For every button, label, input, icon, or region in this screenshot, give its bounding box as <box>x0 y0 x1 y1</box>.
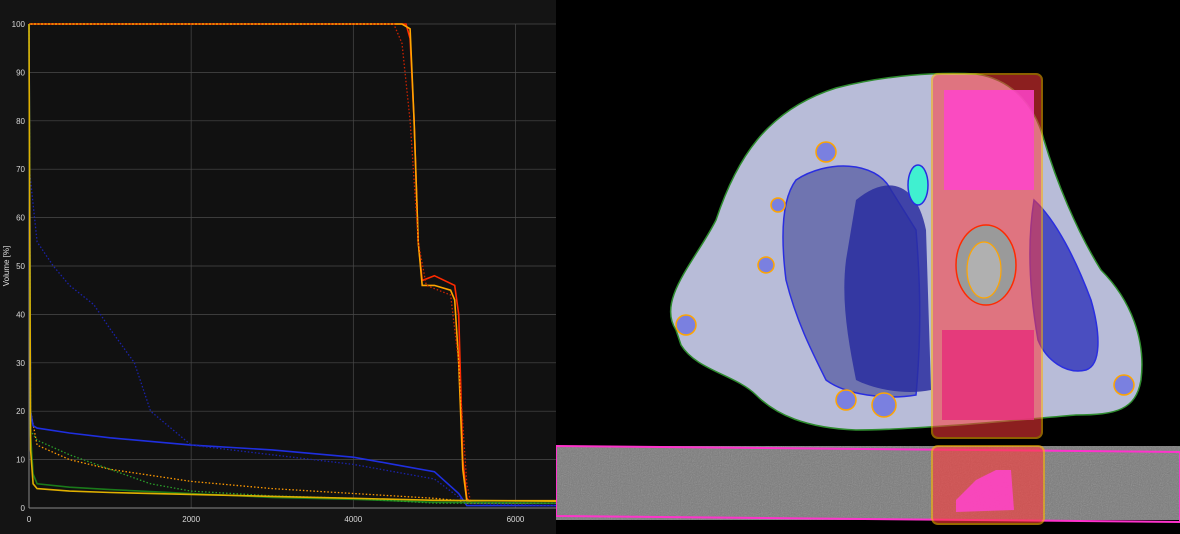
chart-grid <box>28 23 556 509</box>
x-tick-label: 0 <box>27 515 32 524</box>
ct-axial-slice <box>556 72 1180 525</box>
y-tick-label: 10 <box>16 456 25 465</box>
x-tick-label: 2000 <box>182 515 200 524</box>
vessel-5 <box>871 392 897 418</box>
y-tick-label: 30 <box>16 359 25 368</box>
y-tick-label: 90 <box>16 68 25 77</box>
y-tick-label: 20 <box>16 407 25 416</box>
dvh-curve-8 <box>28 23 556 504</box>
vessel-7 <box>1113 374 1135 396</box>
vessel-3 <box>757 256 775 274</box>
y-tick-label: 40 <box>16 310 25 319</box>
lung-dark-region <box>844 185 931 392</box>
y-axis-label: Volume [%] <box>2 246 11 286</box>
dvh-curve-5 <box>28 23 556 507</box>
chart-series <box>28 23 556 507</box>
y-tick-label: 60 <box>16 214 25 223</box>
x-tick-label: 4000 <box>344 515 362 524</box>
vertebra-body <box>944 90 1034 190</box>
dvh-curve-4 <box>28 23 556 504</box>
dvh-curve-9 <box>28 23 556 502</box>
y-tick-label: 100 <box>12 20 26 29</box>
dvh-curve-6 <box>28 23 556 507</box>
dvh-curve-2 <box>29 23 556 502</box>
vessel-1 <box>675 314 697 336</box>
couch-texture <box>556 446 1180 520</box>
spinal-cord <box>966 241 1002 299</box>
y-tick-label: 80 <box>16 117 25 126</box>
dvh-chart: 0 10 20 30 40 50 60 70 80 90 100 0 2000 4000 6000 Volu… <box>2 20 556 524</box>
y-tick-label: 0 <box>21 504 26 513</box>
couch-structure <box>956 470 1014 512</box>
vessel-6 <box>835 389 857 411</box>
vessel-2 <box>815 141 837 163</box>
dvh-chart-panel: 0 10 20 30 40 50 60 70 80 90 100 0 2000 4000 6000 Volu… <box>0 0 556 534</box>
posterior-element <box>942 330 1034 420</box>
ct-image-panel <box>556 0 1180 534</box>
kidney-left <box>907 164 929 206</box>
y-tick-label: 50 <box>16 262 25 271</box>
dvh-curve-3 <box>29 23 556 504</box>
x-tick-label: 6000 <box>507 515 525 524</box>
y-tick-label: 70 <box>16 165 25 174</box>
vessel-4 <box>770 197 786 213</box>
